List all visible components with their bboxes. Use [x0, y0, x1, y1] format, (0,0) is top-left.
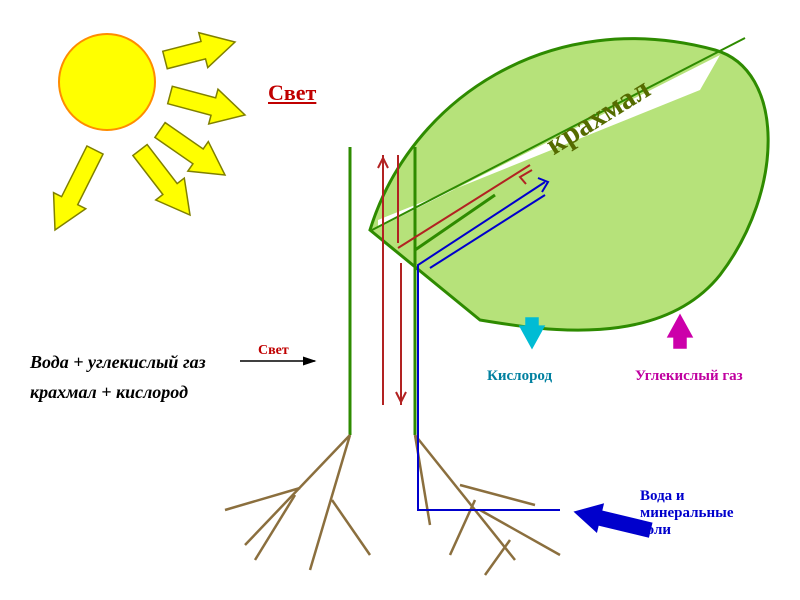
- diagram-canvas: Свет Вода + углекислый газ Свет крахмал …: [0, 0, 800, 600]
- leaf: [370, 38, 768, 330]
- roots: [225, 435, 560, 575]
- label-light-title: Свет: [268, 80, 316, 106]
- label-oxygen: Кислород: [487, 368, 552, 385]
- label-equation-1: Вода + углекислый газ: [30, 352, 206, 373]
- label-equation-2: крахмал + кислород: [30, 382, 188, 403]
- sun: [54, 33, 245, 230]
- label-co2: Углекислый газ: [635, 368, 743, 385]
- label-equation-light: Свет: [258, 343, 289, 359]
- label-water-salts: Вода и минеральные соли: [640, 488, 734, 539]
